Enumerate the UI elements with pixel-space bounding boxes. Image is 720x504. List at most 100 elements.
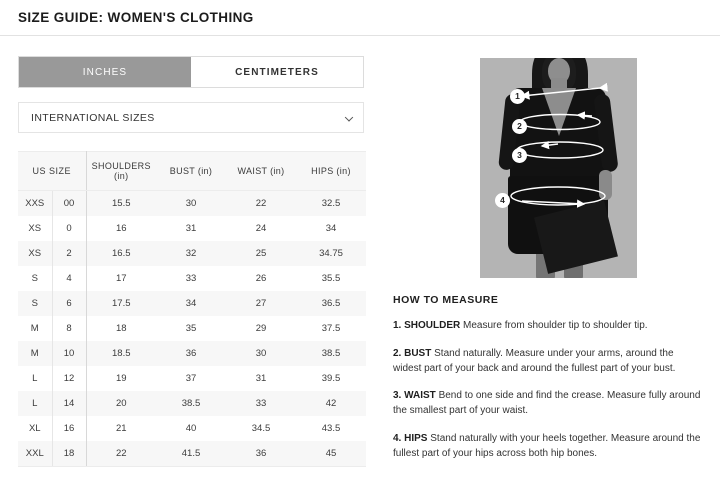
- cell-size-letter: M: [18, 341, 53, 366]
- table-row: S 4 17 33 26 35.5: [18, 266, 366, 291]
- photo-face: [548, 58, 570, 84]
- cell-waist: 31: [226, 366, 296, 391]
- table-row: XS 2 16.5 32 25 34.75: [18, 241, 366, 266]
- cell-waist: 34.5: [226, 416, 296, 441]
- cell-size-letter: XL: [18, 416, 53, 441]
- measure-instruction-text: Measure from shoulder tip to shoulder ti…: [460, 320, 648, 331]
- cell-bust: 31: [156, 216, 226, 241]
- measure-instruction-3: 3. WAIST Bend to one side and find the c…: [393, 389, 703, 419]
- cell-waist: 26: [226, 266, 296, 291]
- column-header-shoulders: SHOULDERS (in): [86, 151, 156, 191]
- cell-size-letter: XS: [18, 216, 53, 241]
- tab-inches[interactable]: INCHES: [19, 57, 191, 87]
- cell-hips: 38.5: [296, 341, 366, 366]
- table-row: XS 0 16 31 24 34: [18, 216, 366, 241]
- measure-instruction-2: 2. BUST Stand naturally. Measure under y…: [393, 347, 703, 377]
- model-photo: 1 2 3 4: [480, 58, 637, 278]
- cell-size-number: 8: [52, 316, 87, 341]
- cell-size-letter: L: [18, 391, 53, 416]
- column-header-us-size: US SIZE: [18, 151, 87, 191]
- size-table: US SIZE SHOULDERS (in) BUST (in) WAIST (…: [18, 151, 366, 467]
- table-row: XXL 18 22 41.5 36 45: [18, 441, 366, 467]
- measure-instruction-4: 4. HIPS Stand naturally with your heels …: [393, 432, 703, 462]
- cell-shoulders: 22: [86, 441, 156, 467]
- cell-waist: 27: [226, 291, 296, 316]
- cell-shoulders: 16.5: [86, 241, 156, 266]
- cell-shoulders: 15.5: [86, 190, 156, 216]
- cell-hips: 45: [296, 441, 366, 467]
- measure-instruction-1: 1. SHOULDER Measure from shoulder tip to…: [393, 319, 703, 334]
- column-header-waist: WAIST (in): [226, 151, 296, 191]
- arrow-waist: [516, 141, 604, 159]
- table-row: L 14 20 38.5 33 42: [18, 391, 366, 416]
- cell-size-letter: XXS: [18, 190, 53, 216]
- cell-shoulders: 20: [86, 391, 156, 416]
- size-table-body: XXS 00 15.5 30 22 32.5 XS 0 16 31 24 34 XS 2 16.5 32 25 3…: [18, 190, 366, 467]
- cell-size-number: 14: [52, 391, 87, 416]
- arrow-shoulder: [520, 82, 608, 100]
- cell-size-letter: XS: [18, 241, 53, 266]
- size-chart-panel: INCHES CENTIMETERS INTERNATIONAL SIZES U…: [18, 56, 366, 467]
- cell-size-letter: L: [18, 366, 53, 391]
- measure-instruction-lead: 4. HIPS: [393, 432, 428, 444]
- column-header-hips: HIPS (in): [296, 151, 366, 191]
- cell-size-letter: XXL: [18, 441, 53, 467]
- measure-guide-panel: 1 2 3 4 HOW TO MEASURE 1. SHOULDER Measure …: [393, 58, 703, 462]
- measurement-marker-1: 1: [510, 89, 525, 104]
- table-header-row: US SIZE SHOULDERS (in) BUST (in) WAIST (…: [18, 151, 366, 191]
- column-header-bust: BUST (in): [156, 151, 226, 191]
- cell-waist: 25: [226, 241, 296, 266]
- cell-size-number: 0: [52, 216, 87, 241]
- measure-instruction-text: Stand naturally. Measure under your arms…: [393, 347, 676, 374]
- cell-size-letter: S: [18, 291, 53, 316]
- cell-waist: 33: [226, 391, 296, 416]
- table-row: XL 16 21 40 34.5 43.5: [18, 416, 366, 441]
- table-row: L 12 19 37 31 39.5: [18, 366, 366, 391]
- cell-waist: 29: [226, 316, 296, 341]
- tab-centimeters[interactable]: CENTIMETERS: [191, 57, 363, 87]
- table-row: M 10 18.5 36 30 38.5: [18, 341, 366, 366]
- arrow-hips: [510, 186, 606, 206]
- cell-bust: 38.5: [156, 391, 226, 416]
- cell-size-number: 4: [52, 266, 87, 291]
- size-system-select-value: INTERNATIONAL SIZES: [31, 111, 155, 124]
- cell-bust: 34: [156, 291, 226, 316]
- measurement-marker-3: 3: [512, 148, 527, 163]
- unit-tabs: INCHES CENTIMETERS: [18, 56, 364, 88]
- cell-bust: 37: [156, 366, 226, 391]
- size-table-head: US SIZE SHOULDERS (in) BUST (in) WAIST (…: [18, 151, 366, 191]
- cell-size-number: 18: [52, 441, 87, 467]
- table-row: XXS 00 15.5 30 22 32.5: [18, 190, 366, 216]
- cell-size-letter: S: [18, 266, 53, 291]
- table-row: S 6 17.5 34 27 36.5: [18, 291, 366, 316]
- measure-instruction-lead: 3. WAIST: [393, 390, 436, 402]
- cell-shoulders: 21: [86, 416, 156, 441]
- cell-size-number: 16: [52, 416, 87, 441]
- cell-hips: 32.5: [296, 190, 366, 216]
- cell-shoulders: 17.5: [86, 291, 156, 316]
- cell-waist: 30: [226, 341, 296, 366]
- cell-bust: 36: [156, 341, 226, 366]
- cell-hips: 36.5: [296, 291, 366, 316]
- cell-bust: 40: [156, 416, 226, 441]
- cell-shoulders: 16: [86, 216, 156, 241]
- cell-size-number: 10: [52, 341, 87, 366]
- cell-bust: 32: [156, 241, 226, 266]
- cell-hips: 37.5: [296, 316, 366, 341]
- cell-hips: 42: [296, 391, 366, 416]
- cell-size-number: 2: [52, 241, 87, 266]
- cell-shoulders: 19: [86, 366, 156, 391]
- how-to-measure-title: HOW TO MEASURE: [393, 294, 499, 306]
- measure-instruction-lead: 1. SHOULDER: [393, 320, 461, 331]
- size-system-select[interactable]: INTERNATIONAL SIZES: [18, 102, 364, 133]
- measure-instruction-text: Bend to one side and find the crease. Me…: [393, 390, 701, 417]
- cell-bust: 33: [156, 266, 226, 291]
- cell-size-letter: M: [18, 316, 53, 341]
- how-to-measure-list: 1. SHOULDER Measure from shoulder tip to…: [393, 319, 703, 462]
- cell-waist: 36: [226, 441, 296, 467]
- cell-hips: 34: [296, 216, 366, 241]
- measure-instruction-text: Stand naturally with your heels together…: [393, 432, 701, 459]
- arrow-bust: [519, 113, 601, 131]
- chevron-down-icon: [344, 112, 354, 122]
